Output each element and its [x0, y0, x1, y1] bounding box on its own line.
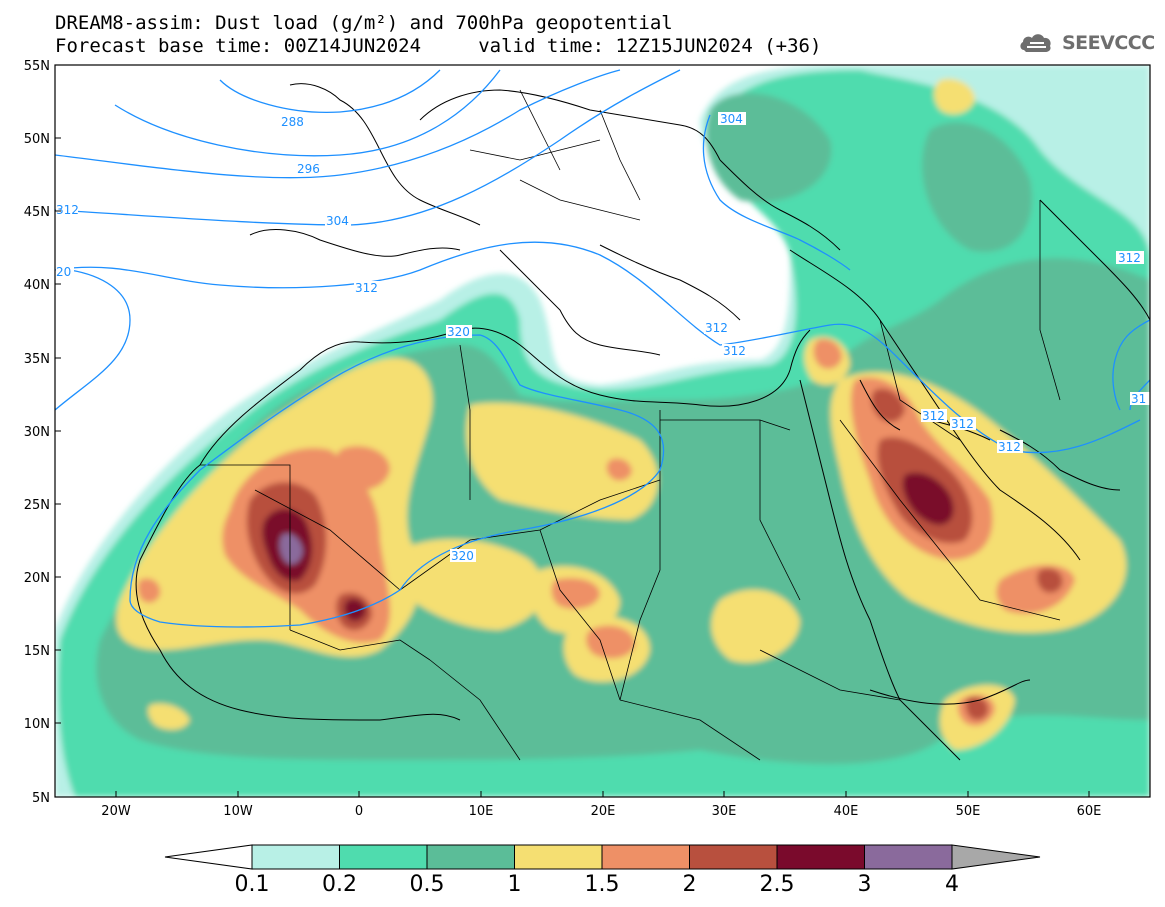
colorbar	[164, 844, 1041, 870]
lon-tick-label: 50E	[956, 804, 981, 819]
lon-tick-label: 0	[355, 804, 363, 819]
lat-tick-label: 55N	[24, 59, 50, 74]
lon-tick-label: 30E	[712, 804, 737, 819]
colorbar-label: 2.5	[759, 872, 795, 897]
colorbar-cell	[426, 844, 515, 870]
lat-tick-label: 25N	[24, 498, 50, 513]
lat-tick-label: 5N	[32, 791, 50, 806]
svg-text:320: 320	[451, 549, 474, 563]
svg-text:312: 312	[922, 409, 945, 423]
svg-text:312: 312	[998, 440, 1021, 454]
svg-text:296: 296	[297, 162, 320, 176]
lat-tick-label: 20N	[24, 571, 50, 586]
colorbar-cell	[339, 844, 428, 870]
svg-text:312: 312	[1118, 251, 1141, 265]
lat-tick-label: 45N	[24, 205, 50, 220]
svg-text:312: 312	[705, 321, 728, 335]
svg-text:320: 320	[447, 325, 470, 339]
svg-text:20: 20	[56, 265, 71, 279]
lon-tick-label: 10W	[223, 804, 253, 819]
lat-tick-label: 15N	[24, 644, 50, 659]
svg-text:304: 304	[720, 112, 743, 126]
colorbar-label: 0.1	[234, 872, 270, 897]
lat-tick-label: 10N	[24, 717, 50, 732]
contour-labels: 288 296 304 312 20 312 320 320 304 312 3…	[56, 112, 1150, 563]
colorbar-under-triangle	[164, 844, 253, 870]
svg-text:312: 312	[951, 417, 974, 431]
lon-tick-label: 10E	[469, 804, 494, 819]
chart-title: DREAM8-assim: Dust load (g/m²) and 700hP…	[55, 12, 673, 34]
lon-axis: 20W 10W 0 10E 20E 30E 40E 50E 60E	[101, 791, 1101, 819]
colorbar-over-triangle	[951, 844, 1041, 870]
svg-text:312: 312	[723, 344, 746, 358]
colorbar-label: 3	[857, 872, 872, 897]
chart-subtitle: Forecast base time: 00Z14JUN2024 valid t…	[55, 35, 822, 57]
lon-tick-label: 20W	[101, 804, 131, 819]
lat-tick-label: 35N	[24, 352, 50, 367]
colorbar-label: 2	[682, 872, 697, 897]
lat-tick-label: 30N	[24, 425, 50, 440]
svg-text:304: 304	[326, 214, 349, 228]
colorbar-label: 1.5	[584, 872, 620, 897]
dust-field: 288 296 304 312 20 312 320 320 304 312 3…	[55, 65, 1150, 797]
lon-tick-label: 40E	[834, 804, 859, 819]
colorbar-cell	[601, 844, 690, 870]
colorbar-label: 0.2	[322, 872, 357, 897]
colorbar-cell	[251, 844, 340, 870]
svg-text:31: 31	[1131, 392, 1146, 406]
colorbar-label: 1	[507, 872, 522, 897]
lon-tick-label: 60E	[1077, 804, 1102, 819]
lat-axis: 55N 50N 45N 40N 35N 30N 25N 20N 15N 10N …	[24, 59, 61, 806]
colorbar-cell	[864, 844, 953, 870]
colorbar-label: 4	[945, 872, 959, 897]
dust-level-3	[279, 533, 303, 565]
colorbar-cell	[776, 844, 865, 870]
colorbar-label: 0.5	[409, 872, 445, 897]
colorbar-cell	[514, 844, 603, 870]
lon-tick-label: 20E	[591, 804, 616, 819]
svg-text:312: 312	[355, 281, 378, 295]
cloud-icon	[1020, 34, 1051, 52]
logo-text: SEEVCCC	[1062, 32, 1155, 54]
svg-text:288: 288	[281, 115, 304, 129]
svg-text:312: 312	[56, 203, 79, 217]
lat-tick-label: 40N	[24, 278, 50, 293]
colorbar-cell	[689, 844, 778, 870]
lat-tick-label: 50N	[24, 132, 50, 147]
